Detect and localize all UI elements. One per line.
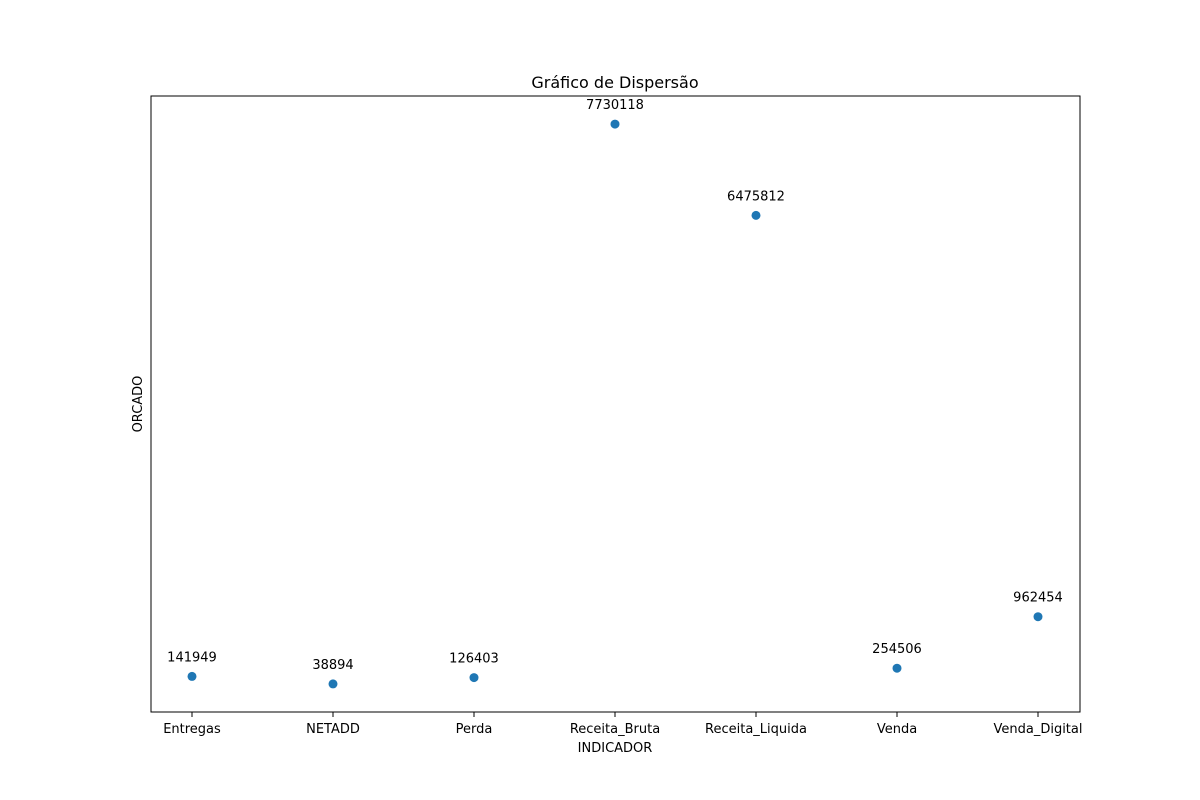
data-label: 7730118 [586,98,644,113]
data-label: 6475812 [727,189,785,204]
x-axis-label: INDICADOR [578,741,653,756]
x-axis-ticks: Entregas NETADD Perda Receita_Bruta Receita_… [163,712,1083,737]
data-point [751,210,761,220]
data-points [187,119,1043,689]
data-point [610,119,620,129]
x-tick-label: Venda [877,722,917,737]
x-tick-label: NETADD [306,722,360,737]
data-point [328,679,338,689]
x-tick-label: Perda [456,722,493,737]
x-tick-label: Entregas [163,722,221,737]
data-label: 254506 [872,642,922,657]
x-tick-label: Venda_Digital [993,722,1082,737]
data-label: 38894 [312,658,353,673]
chart-title: Gráfico de Dispersão [531,73,698,92]
data-labels: 141949 38894 126403 7730118 6475812 254506 962… [167,98,1063,673]
data-point [892,663,902,673]
data-point [187,671,197,681]
data-label: 126403 [449,652,499,667]
data-label: 141949 [167,650,217,665]
x-tick-label: Receita_Bruta [570,722,660,737]
data-label: 962454 [1013,591,1063,606]
data-point [469,673,479,683]
y-axis-label: ORCADO [131,376,146,433]
plot-frame [150,95,1081,713]
x-tick-label: Receita_Liquida [705,722,807,737]
data-point [1033,612,1043,622]
